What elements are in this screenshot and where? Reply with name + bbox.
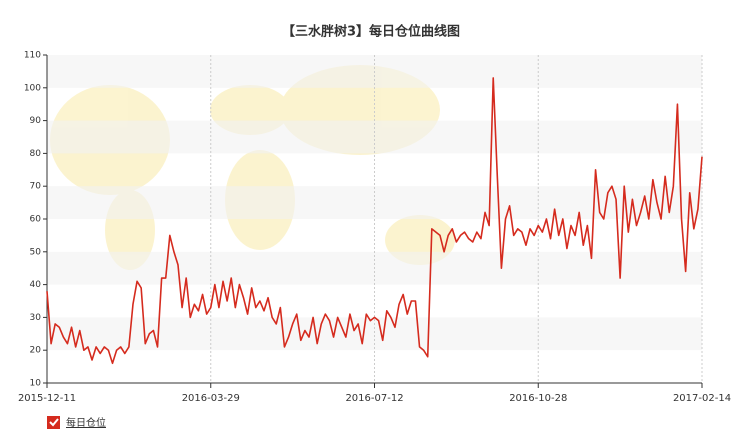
legend[interactable]: 每日仓位 (47, 416, 106, 429)
chart-title: 【三水胖树3】每日仓位曲线图 (282, 24, 460, 40)
y-tick-label: 40 (30, 280, 42, 290)
background-map (50, 65, 455, 270)
legend-checkbox[interactable] (47, 416, 60, 429)
x-tick-label: 2016-10-28 (509, 393, 567, 404)
check-icon (49, 418, 59, 427)
y-tick-label: 20 (30, 346, 42, 356)
x-tick-label: 2015-12-11 (18, 393, 76, 404)
x-tick-label: 2017-02-14 (673, 393, 731, 404)
y-tick-label: 50 (30, 247, 42, 257)
y-tick-label: 10 (30, 379, 42, 389)
y-tick-label: 90 (30, 116, 42, 126)
legend-label[interactable]: 每日仓位 (66, 416, 106, 429)
y-tick-label: 30 (30, 313, 42, 323)
x-tick-label: 2016-03-29 (182, 393, 240, 404)
series-line (46, 77, 703, 365)
y-tick-label: 100 (24, 83, 41, 93)
x-tick-label: 2016-07-12 (345, 393, 403, 404)
y-tick-label: 60 (30, 215, 42, 225)
y-tick-label: 70 (30, 182, 42, 192)
y-tick-label: 80 (30, 149, 42, 159)
y-tick-label: 110 (24, 51, 41, 61)
